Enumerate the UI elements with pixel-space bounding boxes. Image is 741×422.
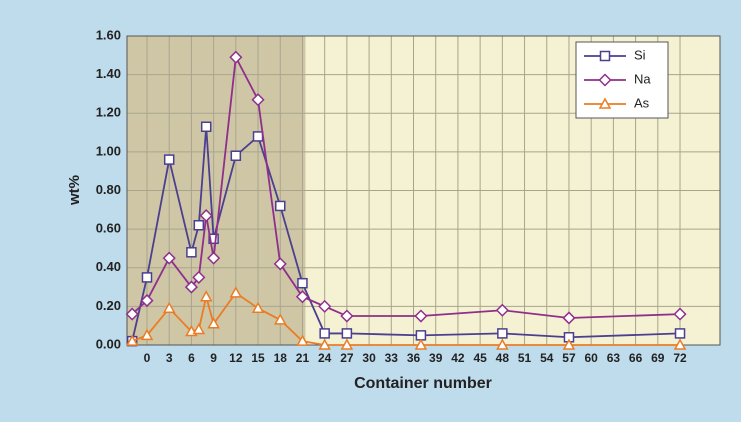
marker [673, 307, 687, 321]
x-tick-label: 9 [210, 351, 217, 365]
marker [341, 328, 353, 339]
x-tick-label: 21 [296, 351, 310, 365]
marker [208, 233, 219, 245]
marker [199, 209, 213, 223]
marker [125, 307, 139, 321]
x-tick-label: 51 [518, 351, 532, 365]
marker [497, 328, 508, 339]
legend-marker [598, 97, 612, 109]
marker [140, 328, 154, 341]
marker [199, 290, 213, 302]
x-tick-label: 48 [496, 351, 510, 365]
marker [163, 154, 175, 165]
marker [319, 328, 330, 339]
marker [674, 328, 686, 339]
x-tick-label: 66 [629, 351, 643, 365]
marker [251, 93, 265, 107]
marker [562, 338, 576, 350]
legend-label: As [634, 95, 650, 110]
marker [562, 311, 576, 325]
y-tick-label: 0.20 [96, 298, 121, 313]
legend-label: Si [634, 47, 646, 62]
y-tick-label: 1.60 [96, 27, 121, 42]
marker [125, 334, 139, 346]
x-tick-label: 63 [607, 351, 621, 365]
marker [162, 251, 176, 265]
legend-marker [599, 50, 611, 62]
x-tick-label: 18 [274, 351, 288, 365]
marker [273, 313, 287, 325]
y-tick-label: 1.00 [96, 143, 121, 158]
x-tick-label: 27 [340, 351, 354, 365]
x-tick-label: 36 [407, 351, 421, 365]
marker [229, 286, 243, 298]
x-tick-label: 6 [188, 351, 195, 365]
marker [318, 338, 331, 350]
marker [295, 290, 310, 304]
marker [414, 309, 428, 323]
x-tick-label: 33 [385, 351, 399, 365]
marker [297, 277, 308, 289]
x-tick-label: 15 [251, 351, 265, 365]
marker [495, 303, 509, 317]
x-tick-label: 42 [451, 351, 465, 365]
marker [193, 220, 205, 231]
marker [318, 299, 332, 313]
x-tick-label: 60 [585, 351, 599, 365]
marker [192, 323, 206, 335]
x-tick-label: 30 [362, 351, 376, 365]
marker [140, 294, 154, 308]
marker [673, 338, 687, 350]
marker [207, 251, 221, 265]
y-tick-label: 0.00 [96, 336, 121, 351]
marker [192, 270, 206, 284]
marker [141, 272, 153, 283]
x-tick-label: 39 [429, 351, 443, 365]
legend-label: Na [634, 71, 651, 86]
y-tick-label: 0.60 [96, 221, 121, 236]
marker [184, 280, 198, 294]
marker [162, 301, 176, 314]
y-tick-label: 1.40 [96, 66, 121, 81]
x-tick-label: 24 [318, 351, 332, 365]
marker [414, 338, 428, 350]
x-tick-label: 3 [166, 351, 173, 365]
x-tick-label: 45 [473, 351, 487, 365]
legend-marker [598, 73, 612, 87]
marker [274, 200, 286, 212]
marker [229, 50, 243, 64]
x-tick-label: 72 [673, 351, 687, 365]
y-axis-label: wt% [66, 175, 83, 206]
marker [496, 338, 509, 350]
marker [230, 150, 242, 161]
x-tick-label: 54 [540, 351, 554, 365]
marker [273, 257, 287, 271]
marker [252, 131, 264, 142]
marker [251, 301, 265, 314]
x-tick-label: 12 [229, 351, 243, 365]
y-tick-label: 0.80 [96, 182, 121, 197]
marker [296, 334, 309, 346]
x-tick-label: 0 [144, 351, 151, 365]
y-tick-label: 0.40 [96, 259, 121, 274]
marker [340, 309, 354, 323]
x-tick-label: 57 [562, 351, 576, 365]
marker [200, 121, 212, 133]
x-axis-label: Container number [354, 375, 492, 392]
x-tick-label: 69 [651, 351, 665, 365]
marker [186, 247, 197, 258]
y-tick-label: 1.20 [96, 105, 121, 120]
marker [340, 338, 354, 350]
marker [207, 317, 220, 329]
